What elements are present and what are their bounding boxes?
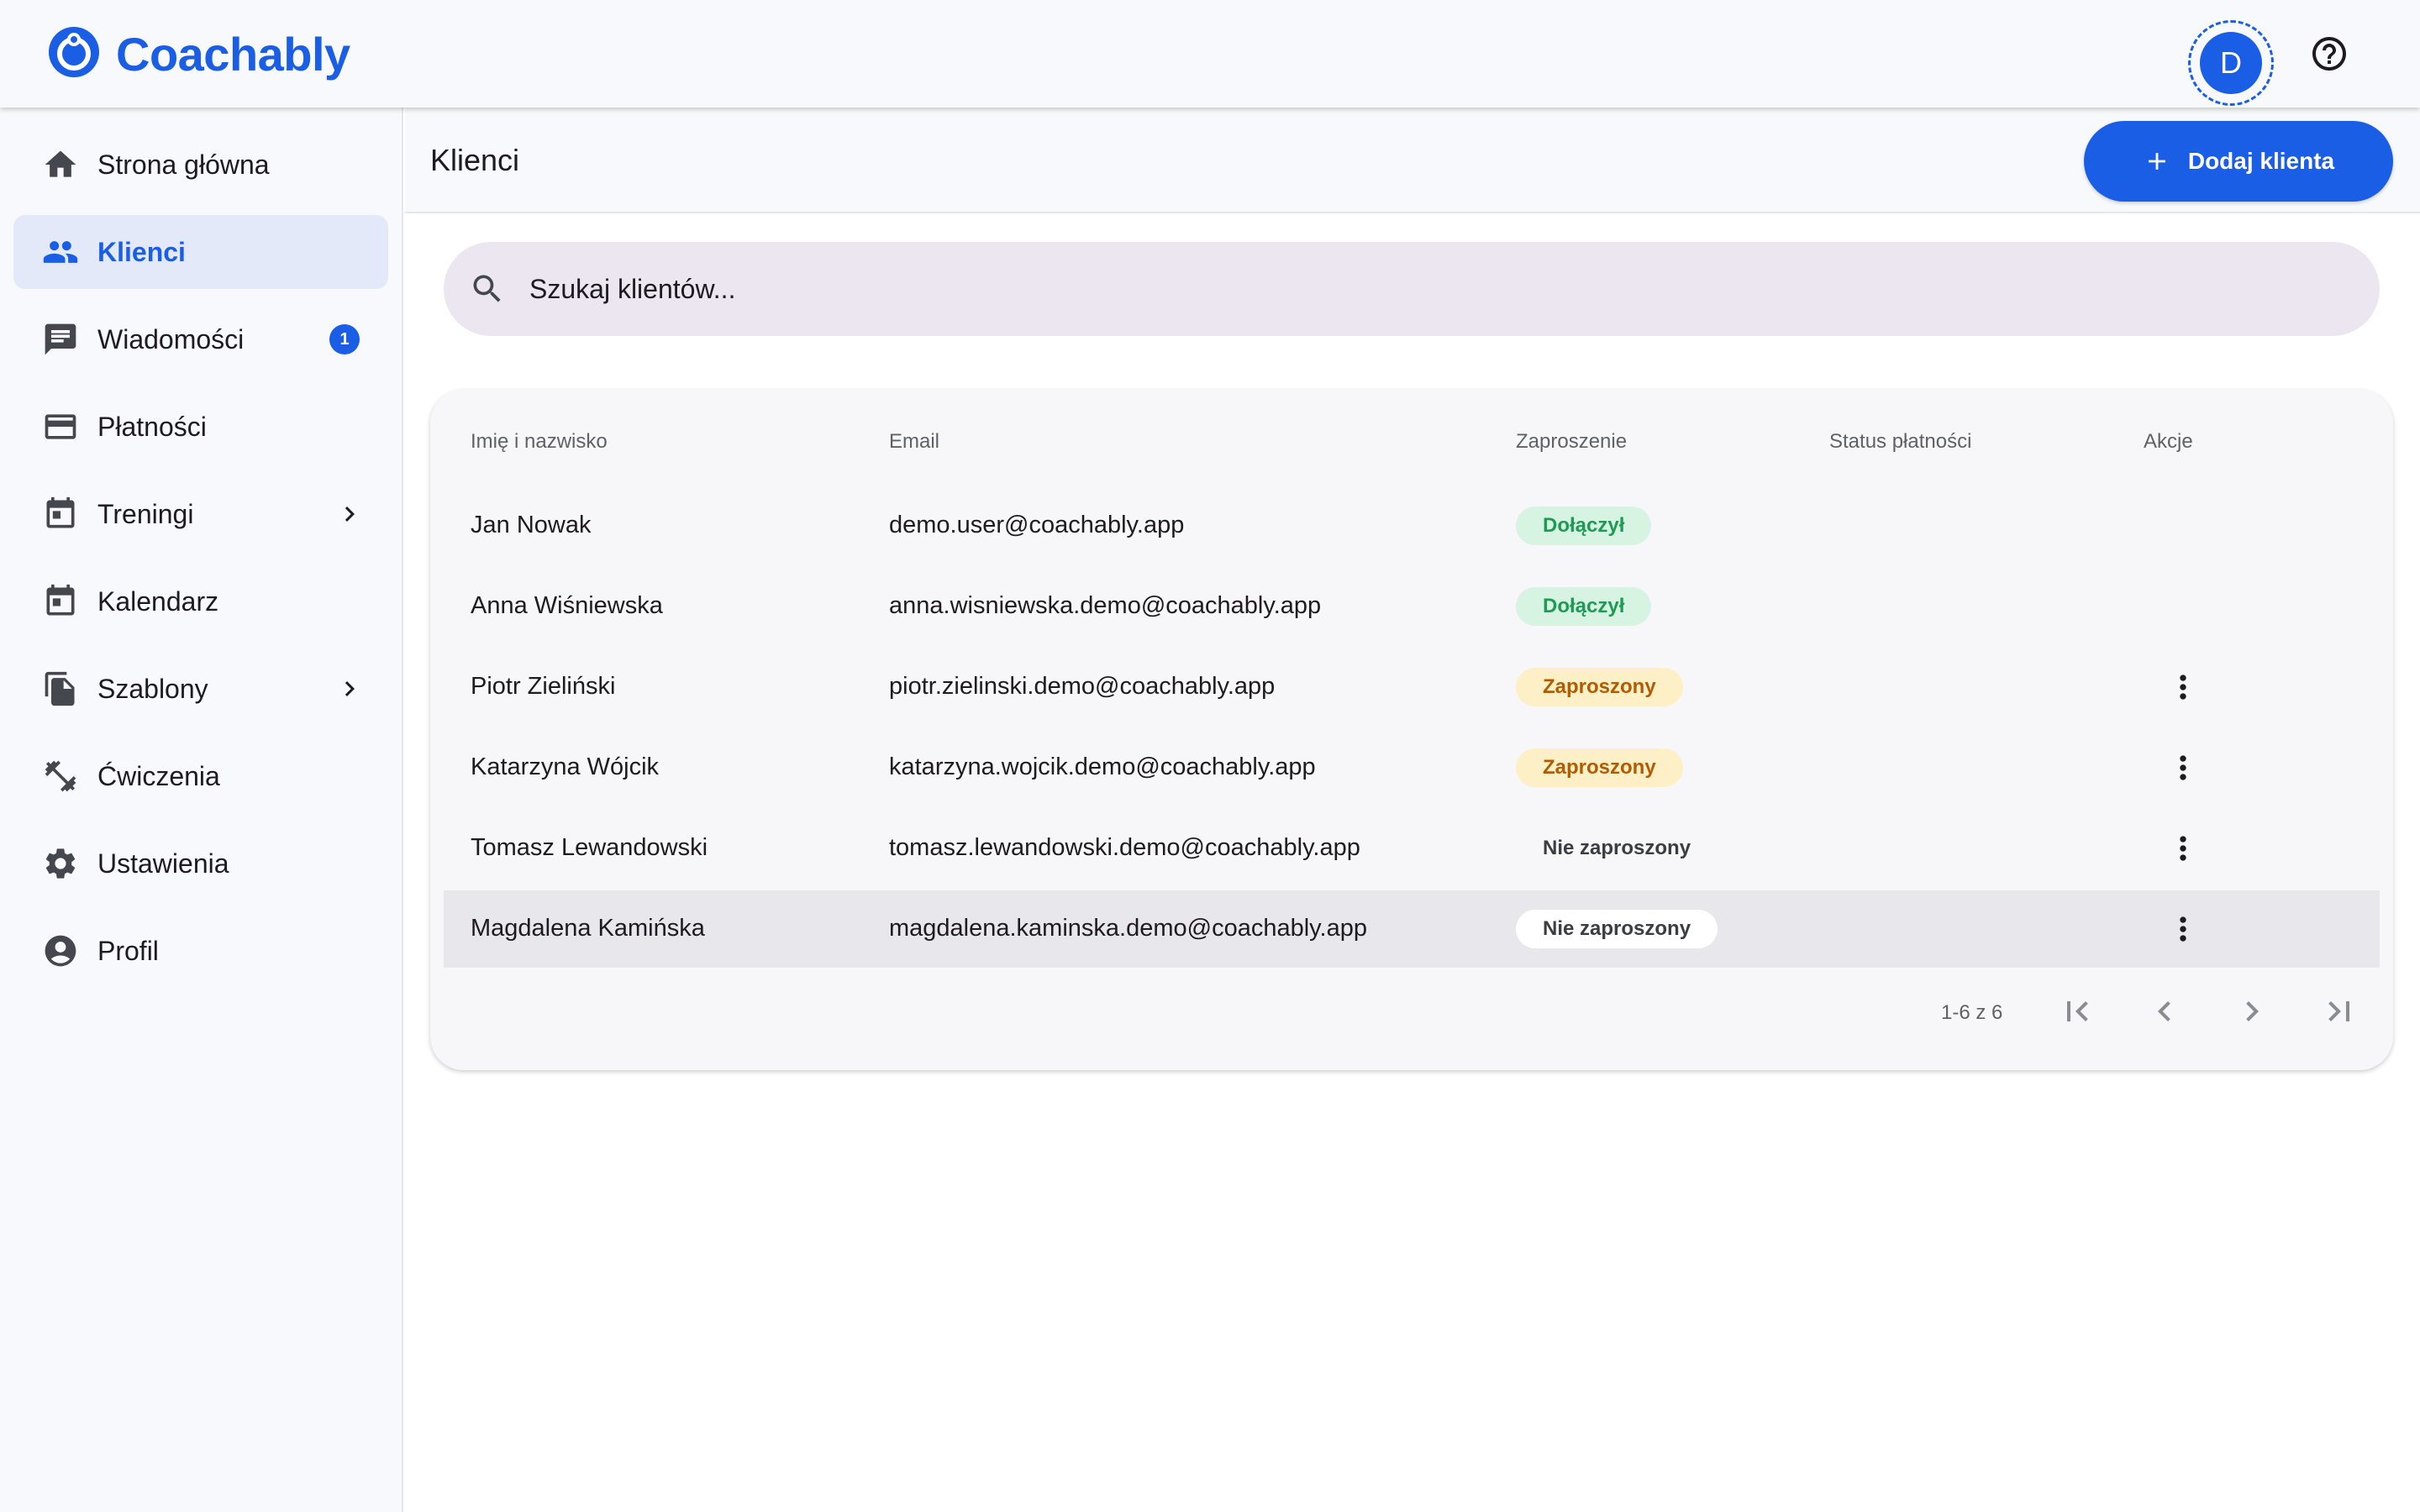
unread-badge: 1: [329, 324, 360, 354]
sidebar-item-label: Ćwiczenia: [97, 760, 220, 791]
copy-icon: [42, 670, 79, 707]
sidebar-item-label: Treningi: [97, 498, 194, 529]
search-input[interactable]: [529, 259, 2336, 319]
more-vert-icon: [2180, 916, 2186, 942]
last-page-button[interactable]: [2319, 991, 2360, 1032]
invite-status-badge: Dołączył: [1516, 507, 1652, 545]
add-client-label: Dodaj klienta: [2187, 148, 2335, 174]
client-name: Jan Nowak: [471, 512, 592, 538]
calendar-icon: [42, 583, 79, 620]
people-icon: [42, 234, 79, 270]
add-client-button[interactable]: Dodaj klienta: [2084, 121, 2393, 202]
column-header-actions: Akcje: [2144, 430, 2193, 453]
sidebar-item-label: Profil: [97, 935, 159, 966]
client-name: Katarzyna Wójcik: [471, 753, 660, 780]
column-header-name[interactable]: Imię i nazwisko: [471, 430, 608, 453]
gear-icon: [42, 845, 79, 882]
dumbbell-icon: [42, 758, 79, 795]
page-title: Klienci: [430, 143, 520, 177]
sidebar: Strona główna Klienci Wiadomości 1 Płatn…: [0, 108, 403, 1512]
client-name: Tomasz Lewandowski: [471, 834, 708, 861]
sidebar-item-settings[interactable]: Ustawienia: [13, 827, 388, 900]
next-page-button[interactable]: [2232, 991, 2272, 1032]
plus-icon: [2148, 153, 2165, 170]
search-icon: [473, 275, 501, 302]
invite-status-badge: Zaproszony: [1516, 668, 1683, 706]
last-page-icon: [2328, 1001, 2349, 1021]
sidebar-item-label: Strona główna: [97, 149, 270, 180]
more-vert-icon: [2180, 755, 2186, 780]
invite-status-badge: Nie zaproszony: [1516, 910, 1718, 948]
sidebar-item-label: Ustawienia: [97, 848, 229, 879]
message-icon: [42, 321, 79, 358]
client-email: magdalena.kaminska.demo@coachably.app: [889, 915, 1367, 942]
client-email: demo.user@coachably.app: [889, 512, 1185, 538]
client-email: anna.wisniewska.demo@coachably.app: [889, 592, 1322, 619]
chevron-right-icon: [334, 674, 365, 704]
client-email: katarzyna.wojcik.demo@coachably.app: [889, 753, 1316, 780]
sidebar-item-label: Klienci: [97, 236, 186, 267]
sidebar-item-profile[interactable]: Profil: [13, 914, 388, 988]
table-row[interactable]: Tomasz Lewandowski tomasz.lewandowski.dem…: [444, 810, 2380, 887]
invite-status-badge: Zaproszony: [1516, 748, 1683, 787]
more-vert-icon: [2180, 675, 2186, 700]
table-row[interactable]: Anna Wiśniewska anna.wisniewska.demo@coac…: [444, 568, 2380, 645]
credit-card-icon: [42, 408, 79, 445]
column-header-email[interactable]: Email: [889, 430, 940, 453]
client-name: Magdalena Kamińska: [471, 915, 705, 942]
client-name: Anna Wiśniewska: [471, 592, 663, 619]
more-actions-button[interactable]: [2165, 749, 2202, 786]
sidebar-item-messages[interactable]: Wiadomości 1: [13, 302, 388, 376]
first-page-icon: [2067, 1001, 2088, 1021]
chevron-left-icon: [2158, 1001, 2170, 1021]
chevron-right-icon: [2246, 1001, 2259, 1021]
table-row[interactable]: Piotr Zieliński piotr.zielinski.demo@coac…: [444, 648, 2380, 726]
more-actions-button[interactable]: [2165, 830, 2202, 867]
invite-status-badge: Dołączył: [1516, 587, 1652, 626]
sidebar-item-label: Kalendarz: [97, 585, 219, 617]
sidebar-item-calendar[interactable]: Kalendarz: [13, 564, 388, 638]
column-header-invite[interactable]: Zaproszenie: [1516, 430, 1628, 453]
avatar-focus-ring: [2188, 20, 2274, 106]
more-actions-button[interactable]: [2165, 669, 2202, 706]
avatar: D: [2200, 32, 2262, 94]
account-circle-icon: [42, 932, 79, 969]
help-icon: [2309, 37, 2349, 77]
sidebar-item-home[interactable]: Strona główna: [13, 128, 388, 202]
invite-status-badge: Nie zaproszony: [1543, 837, 1691, 859]
more-actions-button[interactable]: [2165, 911, 2202, 948]
clients-table: Imię i nazwisko Email Zaproszenie Status…: [430, 390, 2393, 1070]
calendar-icon: [42, 496, 79, 533]
help-button[interactable]: [2309, 34, 2349, 74]
sidebar-item-label: Płatności: [97, 411, 207, 442]
sidebar-item-label: Szablony: [97, 673, 208, 704]
column-header-payment[interactable]: Status płatności: [1829, 430, 1972, 453]
app-logo[interactable]: Coachably: [45, 24, 350, 85]
sidebar-item-trainings[interactable]: Treningi: [13, 477, 388, 551]
top-bar: Coachably D: [0, 0, 2420, 108]
table-row[interactable]: Magdalena Kamińska magdalena.kaminska.dem…: [444, 890, 2380, 968]
sidebar-item-clients[interactable]: Klienci: [13, 215, 388, 289]
client-name: Piotr Zieliński: [471, 673, 616, 700]
client-email: tomasz.lewandowski.demo@coachably.app: [889, 834, 1360, 861]
previous-page-button[interactable]: [2144, 991, 2185, 1032]
sidebar-item-payments[interactable]: Płatności: [13, 390, 388, 464]
sidebar-item-templates[interactable]: Szablony: [13, 652, 388, 726]
client-email: piotr.zielinski.demo@coachably.app: [889, 673, 1276, 700]
search-bar[interactable]: [444, 242, 2380, 336]
chevron-right-icon: [334, 499, 365, 529]
more-vert-icon: [2180, 836, 2186, 861]
table-row[interactable]: Katarzyna Wójcik katarzyna.wojcik.demo@co…: [444, 729, 2380, 806]
first-page-button[interactable]: [2057, 991, 2097, 1032]
table-row[interactable]: Jan Nowak demo.user@coachably.app Dołączył: [444, 487, 2380, 564]
home-icon: [42, 146, 79, 183]
sidebar-item-exercises[interactable]: Ćwiczenia: [13, 739, 388, 813]
pagination-range: 1-6 z 6: [1941, 1001, 2003, 1024]
sidebar-item-label: Wiadomości: [97, 323, 245, 354]
user-avatar-button[interactable]: D: [2188, 20, 2274, 106]
app-name: Coachably: [116, 28, 350, 81]
logo-icon: [45, 24, 103, 85]
